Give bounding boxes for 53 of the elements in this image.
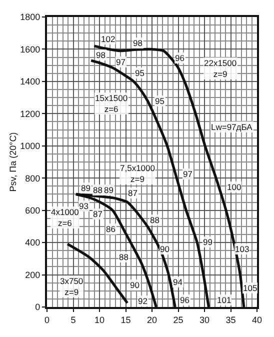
x-tick-label: 15 [120, 314, 131, 325]
annotation: 87 [93, 209, 103, 219]
annotation: 86 [106, 224, 116, 234]
annotation: 88 [150, 215, 160, 225]
annotation: 102 [101, 34, 116, 44]
y-tick-label: 400 [25, 238, 40, 248]
x-tick-label: 10 [94, 314, 105, 325]
annotation: 90 [130, 280, 140, 290]
x-tick-label: 25 [173, 314, 184, 325]
x-tick-label: 40 [252, 314, 262, 325]
annotation: 89 [104, 185, 114, 195]
annotation: 3x750 z=9 [60, 276, 84, 298]
annotation: 105 [243, 283, 258, 293]
y-tick-label: 200 [25, 270, 40, 280]
y-tick-label: 1400 [20, 76, 40, 87]
annotation: 87 [128, 188, 138, 198]
x-tick-label: 35 [226, 314, 236, 325]
x-tick-label: 5 [70, 314, 76, 325]
annotation: 94 [173, 277, 183, 287]
annotation: 100 [227, 182, 242, 192]
y-tick-label: 1800 [20, 12, 40, 22]
annotation: 15x1500 z=6 [95, 93, 128, 114]
y-tick-label: 1600 [20, 44, 40, 54]
annotation: Lw=97дБА [211, 122, 253, 132]
y-tick-label: 0 [35, 302, 40, 312]
annotation: 22x1500 z=9 [204, 58, 237, 80]
annotation: 97 [116, 57, 126, 67]
annotation: 88 [93, 185, 103, 195]
annotation: 99 [203, 237, 213, 247]
annotation: 103 [235, 244, 250, 254]
y-tick-label: 600 [25, 205, 40, 216]
annotation: 98 [133, 38, 143, 48]
y-tick-label: 800 [25, 173, 40, 184]
x-tick-label: 0 [44, 314, 50, 325]
annotation: 96 [180, 295, 190, 305]
y-tick-label: 1200 [20, 108, 40, 119]
x-tick-label: 30 [199, 314, 210, 325]
annotation: 95 [135, 68, 145, 78]
annotation: 95 [155, 96, 165, 106]
annotation: 89 [81, 183, 91, 193]
annotation: 97 [183, 169, 193, 179]
annotation: 101 [217, 295, 232, 305]
annotation: 96 [175, 53, 185, 63]
x-tick-label: 20 [146, 314, 158, 325]
annotation: 93 [79, 201, 89, 211]
annotation: 88 [119, 252, 129, 262]
y-axis-title: Psv, Па (20°C) [8, 132, 18, 192]
annotation: 98 [96, 50, 106, 60]
annotation: 90 [160, 244, 170, 254]
y-tick-label: 1000 [20, 141, 40, 152]
annotation: 7,5x1000 z=9 [120, 163, 156, 184]
annotation: 4x1000 z=6 [51, 207, 80, 228]
annotation: 92 [138, 296, 148, 306]
